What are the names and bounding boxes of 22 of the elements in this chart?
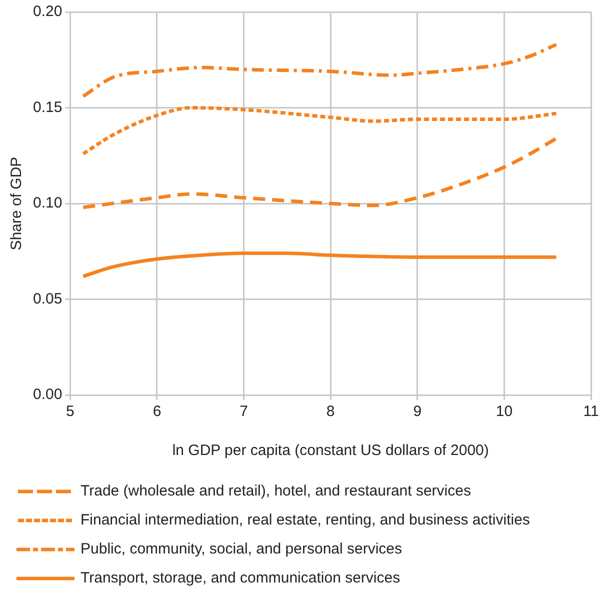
legend-label: Financial intermediation, real estate, renting, and business activities [80,512,530,529]
line-series [81,42,558,98]
y-tick-label: 0.00 [32,386,62,404]
legend-label: Trade (wholesale and retail), hotel, and restaurant services [80,482,471,500]
line-series [81,106,558,156]
y-tick-label: 0.15 [32,98,62,116]
x-axis-title: ln GDP per capita (constant US dollars of 2000) [172,442,489,460]
x-tick-label: 9 [413,403,422,420]
x-tick-label: 7 [240,403,248,420]
legend-label: Public, community, social, and personal services [80,540,402,558]
x-tick-label: 10 [496,403,513,420]
y-tick-label: 0.20 [32,3,62,20]
x-tick-label: 6 [152,403,162,420]
y-axis-title: Share of GDP [8,156,26,250]
y-tick-label: 0.05 [32,290,62,308]
y-tick-label: 0.10 [32,194,62,212]
legend-label: Transport, storage, and communication services [80,570,400,587]
line-series [81,136,558,210]
line-series [81,252,558,278]
x-tick-label: 5 [66,403,74,420]
x-tick-label: 11 [583,403,599,420]
x-tick-label: 8 [326,403,335,420]
